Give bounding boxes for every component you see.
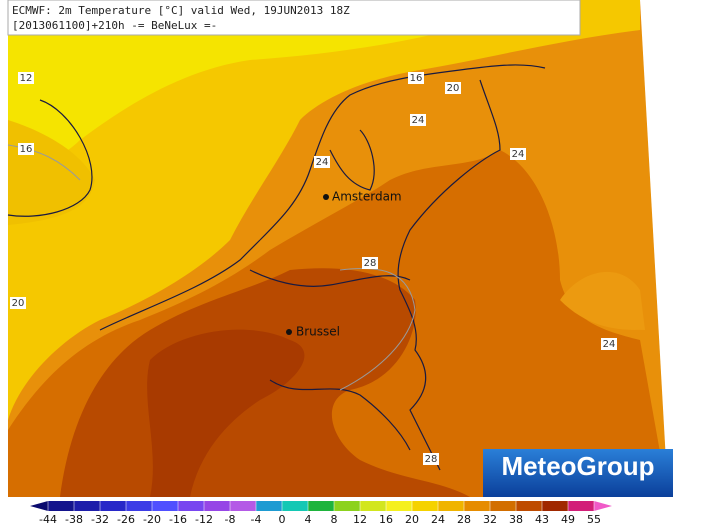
colorbar-label: 8 <box>331 513 338 525</box>
cities: Amsterdam Brussel <box>286 190 402 339</box>
colorbar-label: 55 <box>587 513 601 525</box>
colorbar-label: -38 <box>65 513 83 525</box>
color-swatch <box>542 501 568 511</box>
colorbar-label: -32 <box>91 513 109 525</box>
color-swatch <box>516 501 542 511</box>
color-swatch <box>464 501 490 511</box>
contour-label-box <box>18 72 34 84</box>
contour-label: 24 <box>603 339 616 350</box>
header-title: ECMWF: 2m Temperature [°C] valid Wed, 19… <box>12 4 350 17</box>
colorbar-label: 4 <box>305 513 312 525</box>
contour-label: 12 <box>20 73 33 84</box>
colorbar: -44 -38 -32 -26 -20 -16 -12 -8 -4 0 4 8 12 16 20 24 28 32… <box>30 501 612 525</box>
color-swatch <box>230 501 256 511</box>
contour-label-box <box>410 114 426 126</box>
contour-label-box <box>510 148 526 160</box>
contour-label: 20 <box>12 298 25 309</box>
colorbar-label: 24 <box>431 513 445 525</box>
color-swatch <box>30 501 48 511</box>
color-swatch <box>360 501 386 511</box>
contour-label: 28 <box>425 454 438 465</box>
color-swatch <box>568 501 594 511</box>
colorbar-label: 32 <box>483 513 497 525</box>
header-subtitle: [2013061100]+210h -= BeNeLux =- <box>12 19 217 32</box>
color-swatch <box>178 501 204 511</box>
contour-label: 20 <box>447 83 460 94</box>
color-swatch <box>100 501 126 511</box>
contour-label: 28 <box>364 258 377 269</box>
colorbar-label: -16 <box>169 513 187 525</box>
colorbar-label: 43 <box>535 513 549 525</box>
contour-label: 24 <box>412 115 425 126</box>
colorbar-label: 49 <box>561 513 575 525</box>
color-swatch <box>204 501 230 511</box>
color-swatch <box>594 501 612 511</box>
colorbar-label: -4 <box>251 513 262 525</box>
color-swatch <box>412 501 438 511</box>
colorbar-label: -44 <box>39 513 57 525</box>
colorbar-label: 28 <box>457 513 471 525</box>
contour-label-box <box>10 297 26 309</box>
color-swatch <box>126 501 152 511</box>
contour-label: 16 <box>20 144 33 155</box>
header-box: ECMWF: 2m Temperature [°C] valid Wed, 19… <box>7 0 581 36</box>
contour-label-box <box>601 338 617 350</box>
map-field <box>8 0 668 497</box>
colorbar-label: -12 <box>195 513 213 525</box>
color-swatch <box>308 501 334 511</box>
colorbar-label: -8 <box>225 513 236 525</box>
color-swatch <box>256 501 282 511</box>
colorbar-label: 16 <box>379 513 393 525</box>
color-swatch <box>152 501 178 511</box>
colorbar-label: 20 <box>405 513 419 525</box>
color-swatch <box>438 501 464 511</box>
colorbar-label: 0 <box>279 513 286 525</box>
contour-label: 16 <box>410 73 423 84</box>
contour-label-box <box>445 82 461 94</box>
contour-label-box <box>314 156 330 168</box>
contour-label: 24 <box>512 149 525 160</box>
contour-label-box <box>18 143 34 155</box>
color-swatch <box>334 501 360 511</box>
city-label: Brussel <box>296 325 340 339</box>
colorbar-label: 12 <box>353 513 367 525</box>
contour-labels: 12 16 20 16 20 24 24 24 28 24 28 <box>10 72 617 465</box>
color-swatch <box>282 501 308 511</box>
colorbar-label: -20 <box>143 513 161 525</box>
color-swatch <box>74 501 100 511</box>
colorbar-label: -26 <box>117 513 135 525</box>
color-swatch <box>386 501 412 511</box>
logo-text: MeteoGroup <box>501 451 654 481</box>
contour-label-box <box>423 453 439 465</box>
contour-label: 24 <box>316 157 329 168</box>
colorbar-label: 38 <box>509 513 523 525</box>
contour-label-box <box>408 72 424 84</box>
color-swatch <box>48 501 74 511</box>
contour-label-box <box>362 257 378 269</box>
logo: MeteoGroup <box>483 449 673 497</box>
borders <box>7 64 546 471</box>
color-swatch <box>490 501 516 511</box>
city-label: Amsterdam <box>332 190 402 204</box>
